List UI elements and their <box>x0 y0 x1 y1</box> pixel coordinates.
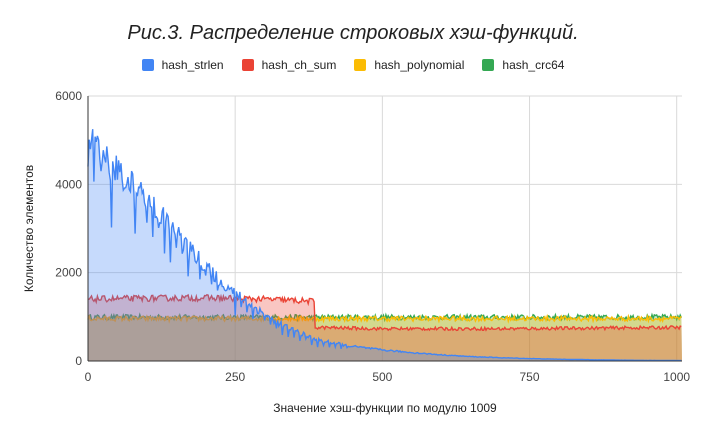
legend-swatch-hash-polynomial <box>354 59 367 71</box>
area-line-hash-crc64[interactable] <box>87 312 683 323</box>
legend-label-hash-crc64: hash_crc64 <box>502 58 565 72</box>
x-tick-label-2: 500 <box>372 370 392 384</box>
area-line-hash-strlen[interactable] <box>87 129 682 362</box>
legend-label-hash-polynomial: hash_polynomial <box>374 58 465 72</box>
legend: hash_strlen hash_ch_sum hash_polynomial … <box>0 58 706 72</box>
legend-item-hash-ch-sum[interactable]: hash_ch_sum <box>241 58 337 72</box>
area-line-hash-polynomial[interactable] <box>87 313 682 324</box>
axes <box>87 96 682 362</box>
legend-swatch-hash-ch-sum <box>241 59 254 71</box>
legend-item-hash-strlen[interactable]: hash_strlen <box>141 58 224 72</box>
y-axis-title: Количество элементов <box>22 165 36 292</box>
x-axis-title: Значение хэш-функции по модулю 1009 <box>273 401 497 415</box>
tick-labels: 0 2000 4000 6000 0 250 500 750 1000 <box>55 89 690 384</box>
y-tick-label-2: 4000 <box>55 177 82 191</box>
area-fill-hash-crc64 <box>88 314 682 361</box>
x-tick-label-4: 1000 <box>663 370 690 384</box>
legend-label-hash-ch-sum: hash_ch_sum <box>261 58 337 72</box>
y-tick-label-1: 2000 <box>55 266 82 280</box>
y-tick-label-3: 6000 <box>55 89 82 103</box>
chart-title: Рис.3. Распределение строковых хэш-функц… <box>127 22 579 44</box>
area-line-hash-ch-sum[interactable] <box>88 293 682 332</box>
legend-swatch-hash-strlen <box>141 59 154 71</box>
legend-label-hash-strlen: hash_strlen <box>161 58 224 72</box>
legend-item-hash-crc64[interactable]: hash_crc64 <box>482 58 564 72</box>
y-tick-label-0: 0 <box>75 354 82 368</box>
area-fill-hash-ch-sum <box>88 294 682 361</box>
x-tick-label-3: 750 <box>520 370 540 384</box>
series-areas <box>87 129 683 362</box>
x-tick-label-0: 0 <box>85 370 92 384</box>
legend-item-hash-polynomial[interactable]: hash_polynomial <box>354 58 464 72</box>
legend-swatch-hash-crc64 <box>482 59 495 71</box>
x-tick-label-1: 250 <box>225 370 245 384</box>
